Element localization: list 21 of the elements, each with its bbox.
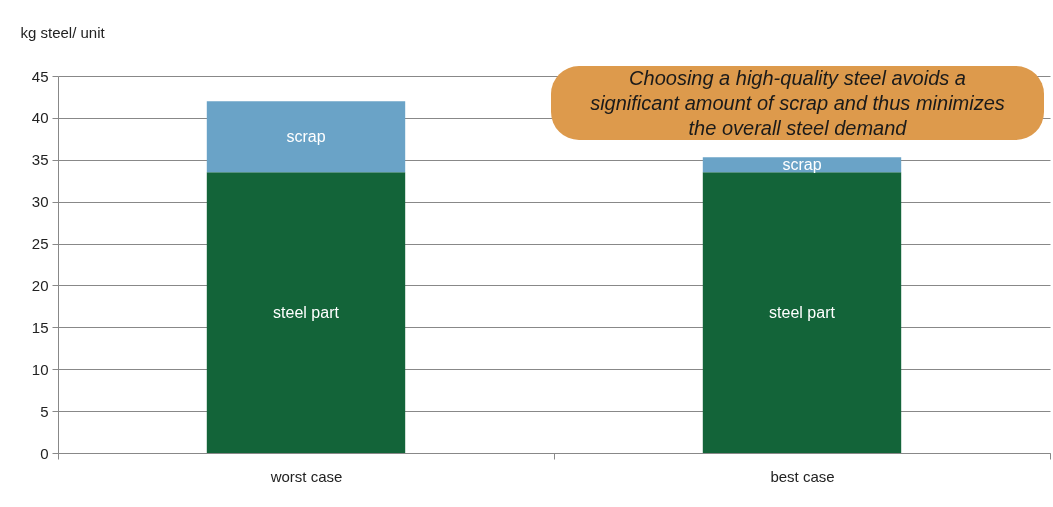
- y-tick-label: 30: [31, 193, 49, 211]
- y-tick-label: 40: [31, 109, 49, 127]
- series-label: steel part: [273, 303, 340, 321]
- y-tick-label: 20: [31, 276, 49, 294]
- x-tick-label: best case: [770, 467, 835, 485]
- y-tick-label: 10: [31, 360, 49, 378]
- y-tick-label: 45: [31, 67, 49, 85]
- y-tick-label: 15: [31, 318, 49, 336]
- bar: [206, 101, 406, 173]
- bar: [206, 172, 406, 453]
- y-tick-label: 35: [31, 151, 49, 169]
- y-tick-label: 25: [31, 235, 49, 253]
- x-tick-label: worst case: [269, 467, 343, 485]
- series-label: scrap: [782, 155, 822, 173]
- bar: [702, 157, 902, 173]
- text: steel part: [769, 303, 835, 321]
- y-tick-label: 5: [40, 402, 49, 420]
- text: scrap: [286, 127, 326, 145]
- y-tick-label: 0: [40, 444, 49, 462]
- bar: [702, 172, 902, 453]
- y-axis-title: kg steel/ unit: [20, 23, 106, 41]
